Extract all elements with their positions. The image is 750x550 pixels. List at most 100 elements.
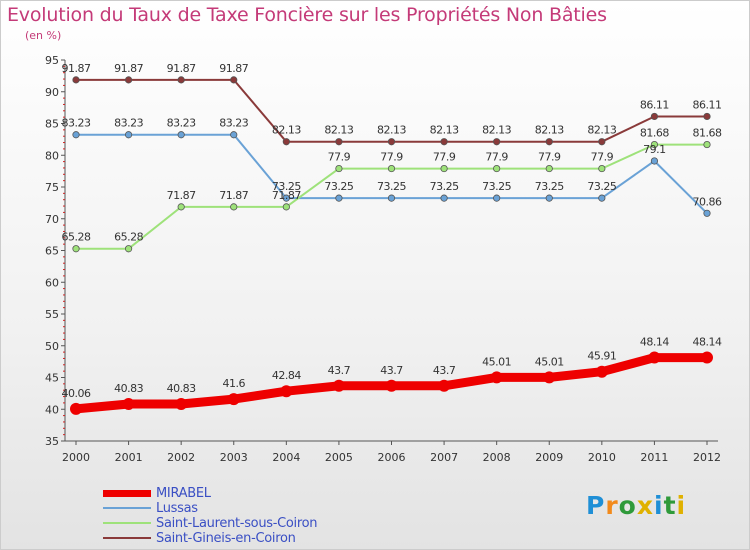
data-label: 77.9 xyxy=(433,151,456,164)
data-point xyxy=(385,379,398,392)
data-label: 71.87 xyxy=(167,189,196,202)
data-point xyxy=(124,76,133,84)
data-label: 73.25 xyxy=(430,180,459,193)
legend-swatch xyxy=(103,522,151,524)
data-label: 77.9 xyxy=(380,151,403,164)
data-label: 86.11 xyxy=(640,98,669,111)
data-point xyxy=(648,351,661,364)
data-label: 43.7 xyxy=(380,364,403,377)
data-label: 91.87 xyxy=(114,62,143,75)
chart-subtitle: (en %) xyxy=(25,29,62,42)
x-tick-label: 2003 xyxy=(220,451,248,464)
legend-label: Lussas xyxy=(156,501,198,516)
data-label: 73.25 xyxy=(272,180,301,193)
logo-letter: o xyxy=(618,491,637,520)
data-point xyxy=(598,194,606,202)
data-point xyxy=(440,194,448,202)
x-tick-label: 2004 xyxy=(272,451,300,464)
data-label: 40.83 xyxy=(114,382,143,395)
x-tick-label: 2012 xyxy=(693,451,721,464)
data-point xyxy=(701,351,713,364)
data-label: 48.14 xyxy=(693,336,722,349)
data-label: 81.68 xyxy=(640,127,669,140)
logo-letter: t xyxy=(663,491,677,520)
data-point xyxy=(387,194,396,202)
data-label: 45.01 xyxy=(482,355,511,368)
data-point xyxy=(703,209,711,217)
data-label: 48.14 xyxy=(640,336,669,349)
logo-letter: P xyxy=(586,491,606,520)
data-label: 91.87 xyxy=(219,62,248,75)
x-tick-label: 2011 xyxy=(640,451,668,464)
series-points xyxy=(70,76,713,415)
data-point xyxy=(438,379,451,392)
data-label: 86.11 xyxy=(693,98,722,111)
data-label: 40.83 xyxy=(167,382,196,395)
x-tick-label: 2001 xyxy=(115,451,143,464)
legend-swatch xyxy=(103,537,151,539)
data-point xyxy=(122,397,135,410)
data-point xyxy=(230,76,238,84)
data-point xyxy=(282,138,290,146)
data-label: 82.13 xyxy=(430,124,459,137)
data-label: 77.9 xyxy=(485,151,508,164)
data-label: 82.13 xyxy=(587,124,616,137)
legend-swatch xyxy=(103,490,151,497)
data-point xyxy=(493,194,501,202)
data-point xyxy=(282,203,290,211)
x-tick-label: 2006 xyxy=(378,451,406,464)
data-label: 70.86 xyxy=(693,195,722,208)
data-point xyxy=(650,140,659,149)
logo-letter: i xyxy=(676,491,687,520)
x-tick-label: 2009 xyxy=(535,451,563,464)
data-point xyxy=(332,379,345,392)
data-point xyxy=(543,371,556,384)
legend-label: Saint-Laurent-sous-Coiron xyxy=(156,516,318,531)
data-point xyxy=(72,131,80,139)
data-label: 40.06 xyxy=(62,387,91,400)
legend-label: MIRABEL xyxy=(156,486,211,501)
data-point xyxy=(177,131,185,139)
data-point xyxy=(545,138,553,146)
data-point xyxy=(335,138,343,146)
data-label: 83.23 xyxy=(62,117,91,130)
data-label: 83.23 xyxy=(167,117,196,130)
x-tick-label: 2007 xyxy=(430,451,458,464)
data-point xyxy=(387,164,396,173)
data-point xyxy=(227,393,240,406)
data-label: 82.13 xyxy=(272,124,301,137)
y-tick-label: 85 xyxy=(45,118,59,131)
x-tick-label: 2005 xyxy=(325,451,353,464)
data-label: 81.68 xyxy=(693,127,722,140)
data-point xyxy=(282,194,290,202)
y-tick-label: 55 xyxy=(45,308,59,321)
data-label: 82.13 xyxy=(324,124,353,137)
data-point xyxy=(703,140,711,149)
data-point xyxy=(72,245,80,253)
proxiti-logo: Proxiti xyxy=(586,491,686,520)
data-point xyxy=(650,157,659,165)
y-tick-label: 70 xyxy=(45,213,59,226)
data-label: 77.9 xyxy=(591,151,614,164)
data-point xyxy=(70,402,82,415)
data-label: 82.13 xyxy=(377,124,406,137)
data-point xyxy=(177,76,185,84)
logo-letter: x xyxy=(636,491,654,520)
data-point xyxy=(387,138,396,146)
data-point xyxy=(703,112,711,121)
logo-letter: i xyxy=(654,491,664,520)
data-label: 65.28 xyxy=(114,231,143,244)
data-label: 82.13 xyxy=(535,124,564,137)
data-point xyxy=(440,138,448,146)
data-point xyxy=(545,194,553,202)
data-label: 73.25 xyxy=(482,180,511,193)
data-point xyxy=(598,164,606,173)
data-label: 91.87 xyxy=(62,62,91,75)
data-label: 79.1 xyxy=(643,143,666,156)
data-point xyxy=(440,164,448,173)
data-label: 83.23 xyxy=(114,117,143,130)
y-tick-label: 95 xyxy=(45,54,59,67)
legend-swatch xyxy=(103,507,151,509)
